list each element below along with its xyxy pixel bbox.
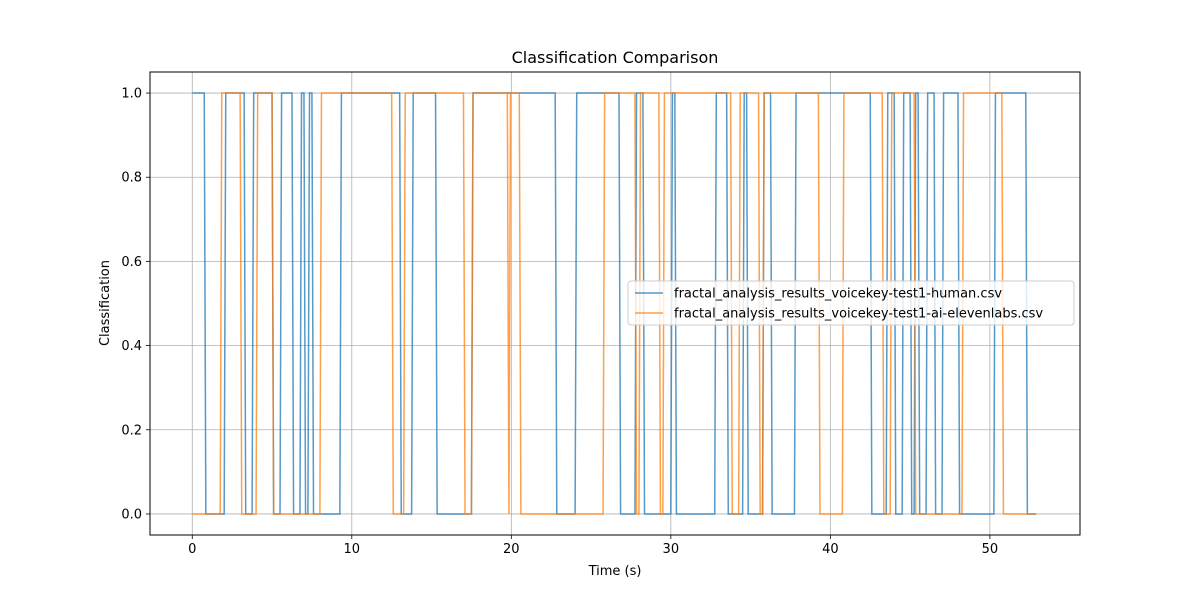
y-tick-label: 1.0 (121, 87, 142, 102)
y-axis-ticks: 0.0 0.2 0.4 0.6 0.8 1.0 (121, 87, 150, 522)
x-axis-ticks: 0 10 20 30 40 50 (188, 535, 998, 557)
legend-label-human: fractal_analysis_results_voicekey-test1-… (674, 287, 1002, 302)
y-tick-label: 0.2 (121, 423, 142, 438)
series-line-ai-elevenlabs (192, 92, 1037, 515)
x-tick-label: 20 (503, 542, 520, 557)
y-tick-label: 0.0 (121, 507, 142, 522)
y-tick-label: 0.8 (121, 171, 142, 186)
x-tick-label: 50 (982, 542, 999, 557)
x-tick-label: 40 (822, 542, 839, 557)
x-tick-label: 30 (663, 542, 680, 557)
plot-area-frame (149, 71, 1081, 536)
y-axis-label: Classification (98, 260, 113, 346)
legend-box (627, 280, 1075, 326)
legend-label-ai-elevenlabs: fractal_analysis_results_voicekey-test1-… (674, 307, 1043, 322)
x-tick-label: 10 (344, 542, 361, 557)
y-tick-label: 0.4 (121, 339, 142, 354)
x-axis-label: Time (s) (588, 564, 642, 579)
legend: fractal_analysis_results_voicekey-test1-… (627, 280, 1075, 326)
x-tick-label: 0 (188, 542, 196, 557)
chart-title: Classification Comparison (512, 48, 719, 67)
y-tick-label: 0.6 (121, 255, 142, 270)
